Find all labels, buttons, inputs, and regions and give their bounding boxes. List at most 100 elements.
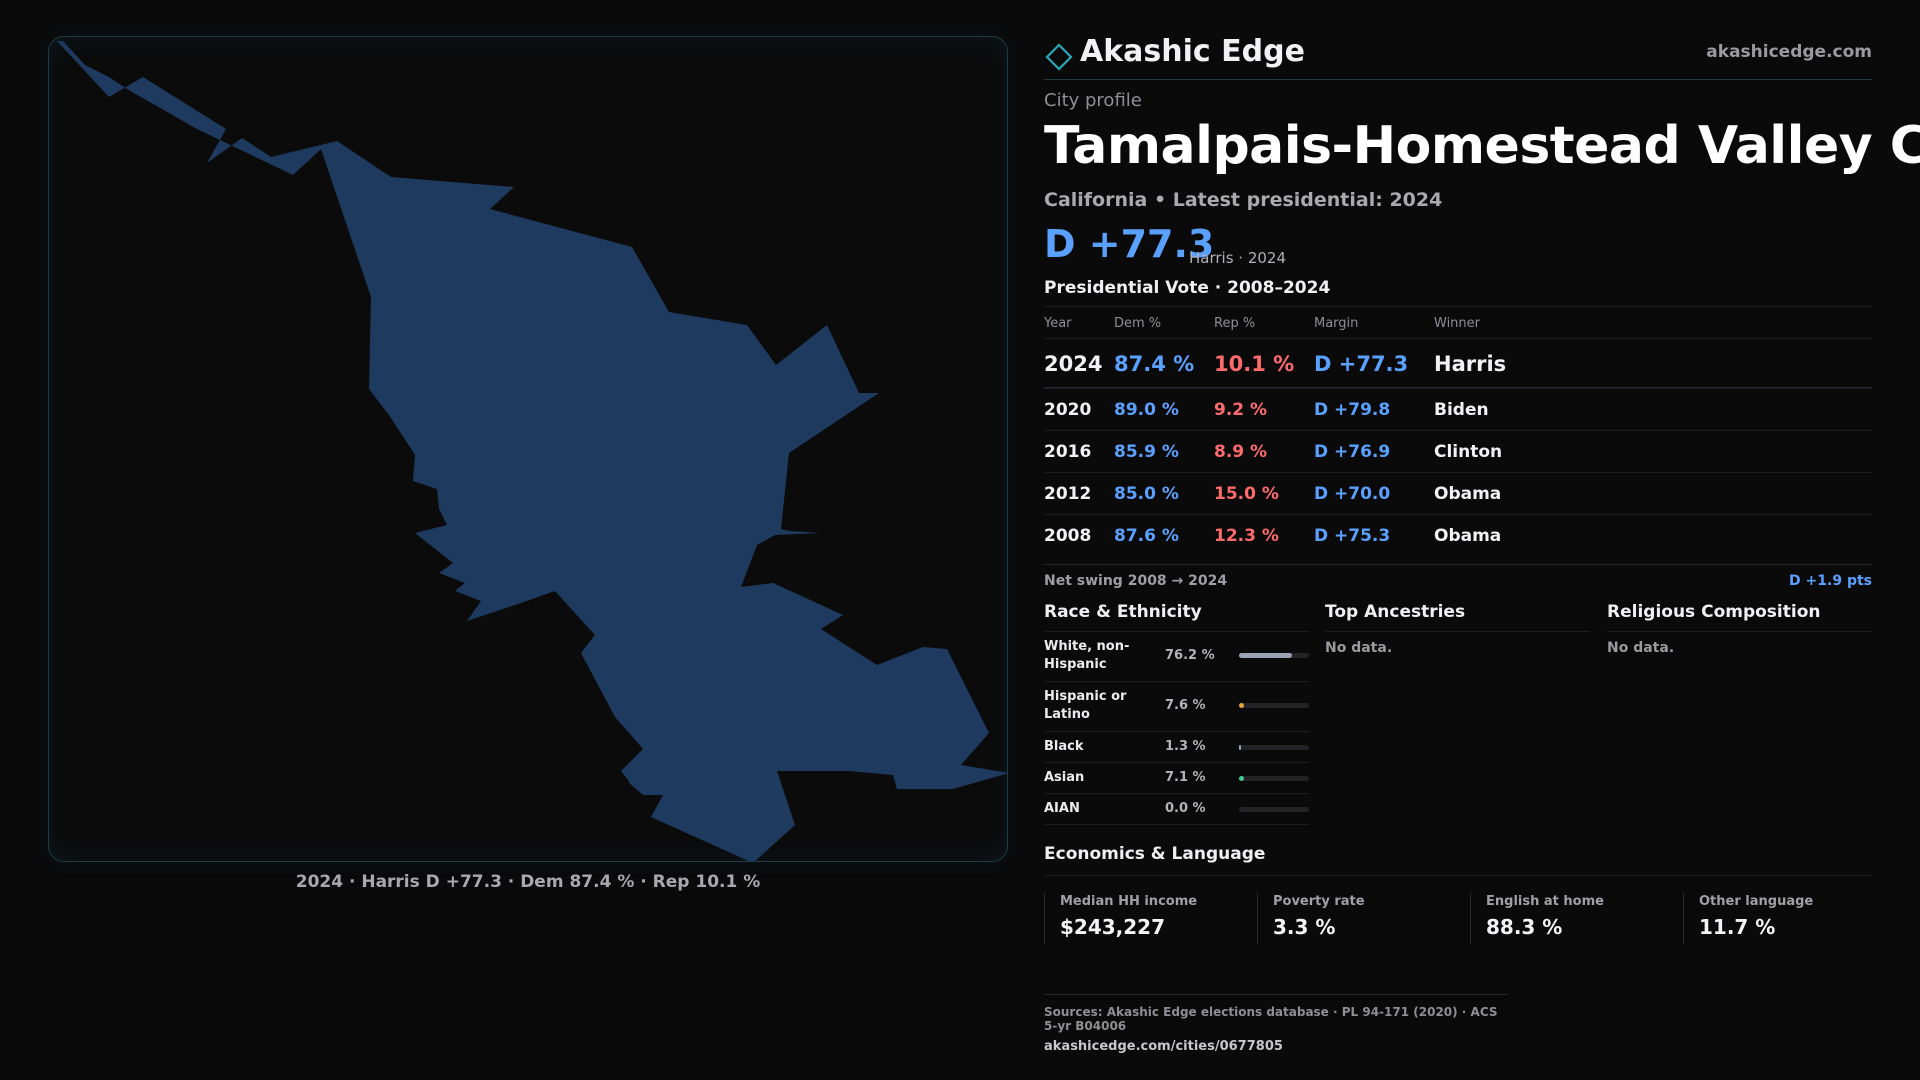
stat-label: English at home	[1486, 894, 1604, 909]
cell-winner: Biden	[1434, 400, 1489, 420]
cell-year: 2012	[1044, 484, 1092, 504]
net-swing-label: Net swing 2008 → 2024	[1044, 573, 1228, 589]
header-year: Year	[1044, 316, 1072, 331]
race-row: Black 1.3 %	[1044, 732, 1309, 763]
vote-table: Year Dem % Rep % Margin Winner 2024 87.4…	[1044, 306, 1872, 556]
ancestries-section-title: Top Ancestries	[1325, 602, 1590, 632]
cell-margin: D +76.9	[1314, 442, 1391, 462]
cell-dem: 89.0 %	[1114, 400, 1179, 420]
stat-card-poverty-rate: Poverty rate 3.3 %	[1257, 892, 1447, 944]
stat-label: Poverty rate	[1273, 894, 1365, 909]
diamond-logo-icon	[1045, 43, 1073, 71]
race-bar-fill	[1239, 703, 1245, 708]
map-caption: 2024 · Harris D +77.3 · Dem 87.4 % · Rep…	[295, 872, 761, 892]
page-subtitle: California • Latest presidential: 2024	[1044, 189, 1443, 211]
table-row: 2020 89.0 % 9.2 % D +79.8 Biden	[1044, 388, 1872, 430]
ancestries-empty-text: No data.	[1325, 640, 1393, 656]
race-row: AIAN 0.0 %	[1044, 794, 1309, 825]
race-bar-fill	[1239, 653, 1293, 658]
page-eyebrow: City profile	[1044, 90, 1142, 111]
table-row: 2016 85.9 % 8.9 % D +76.9 Clinton	[1044, 430, 1872, 472]
table-row: 2012 85.0 % 15.0 % D +70.0 Obama	[1044, 472, 1872, 514]
race-bar-track	[1239, 776, 1309, 781]
stat-value: 11.7 %	[1699, 915, 1776, 939]
stat-card-median-income: Median HH income $243,227	[1044, 892, 1234, 944]
economics-cards: Median HH income $243,227 Poverty rate 3…	[1044, 892, 1872, 944]
race-pct: 7.1 %	[1165, 770, 1206, 785]
sources-footer: Sources: Akashic Edge elections database…	[1044, 994, 1508, 1054]
cell-margin: D +75.3	[1314, 526, 1391, 546]
headline-margin-meta: Harris · 2024	[1189, 249, 1287, 267]
race-bar-fill	[1239, 745, 1241, 750]
cell-dem: 87.4 %	[1114, 352, 1195, 376]
brand-url-link[interactable]: akashicedge.com	[1706, 42, 1872, 62]
vote-table-header: Year Dem % Rep % Margin Winner	[1044, 306, 1872, 338]
cell-winner: Obama	[1434, 484, 1502, 504]
economics-section-title: Economics & Language	[1044, 844, 1872, 876]
map-panel[interactable]	[48, 36, 1008, 862]
brand-name[interactable]: Akashic Edge	[1080, 34, 1305, 69]
race-bar-track	[1239, 745, 1309, 750]
cell-margin: D +77.3	[1314, 352, 1409, 376]
cell-dem: 85.9 %	[1114, 442, 1179, 462]
race-row: Hispanic or Latino 7.6 %	[1044, 682, 1309, 732]
header-dem: Dem %	[1114, 316, 1162, 331]
cell-rep: 10.1 %	[1214, 352, 1295, 376]
race-bar-track	[1239, 703, 1309, 708]
sources-text: Sources: Akashic Edge elections database…	[1044, 1005, 1498, 1033]
race-pct: 0.0 %	[1165, 801, 1206, 816]
race-label: Asian	[1044, 770, 1085, 785]
race-ethnicity-section: Race & Ethnicity White, non-Hispanic 76.…	[1044, 602, 1309, 825]
ancestries-section: Top Ancestries No data.	[1325, 602, 1590, 656]
net-swing-row: Net swing 2008 → 2024 D +1.9 pts	[1044, 564, 1872, 594]
cell-rep: 12.3 %	[1214, 526, 1279, 546]
cell-rep: 8.9 %	[1214, 442, 1268, 462]
religion-section-title: Religious Composition	[1607, 602, 1872, 632]
sources-url-link[interactable]: akashicedge.com/cities/0677805	[1044, 1039, 1283, 1054]
cell-year: 2020	[1044, 400, 1092, 420]
header-margin: Margin	[1314, 316, 1359, 331]
brand-header: Akashic Edge akashicedge.com	[1044, 30, 1872, 80]
race-label: White, non-Hispanic	[1044, 639, 1130, 672]
cell-winner: Clinton	[1434, 442, 1503, 462]
religion-section: Religious Composition No data.	[1607, 602, 1872, 656]
race-label: AIAN	[1044, 801, 1080, 816]
race-label: Hispanic or Latino	[1044, 689, 1127, 722]
stat-label: Other language	[1699, 894, 1814, 909]
race-bar-fill	[1239, 776, 1244, 781]
cell-winner: Obama	[1434, 526, 1502, 546]
race-bar-track	[1239, 653, 1309, 658]
city-boundary-shape[interactable]	[57, 41, 1008, 862]
page-title: Tamalpais-Homestead Valley CDP	[1044, 116, 1920, 176]
cell-year: 2016	[1044, 442, 1092, 462]
city-boundary-map	[57, 41, 1008, 862]
headline-margin: D +77.3	[1044, 222, 1215, 266]
cell-winner: Harris	[1434, 352, 1507, 376]
cell-year: 2008	[1044, 526, 1092, 546]
cell-margin: D +70.0	[1314, 484, 1391, 504]
table-row: 2024 87.4 % 10.1 % D +77.3 Harris	[1044, 338, 1872, 388]
race-label: Black	[1044, 739, 1084, 754]
stat-label: Median HH income	[1060, 894, 1198, 909]
race-pct: 1.3 %	[1165, 739, 1206, 754]
stat-value: 3.3 %	[1273, 915, 1336, 939]
profile-panel: Akashic Edge akashicedge.com City profil…	[1044, 0, 1920, 1080]
cell-dem: 87.6 %	[1114, 526, 1179, 546]
vote-section-title: Presidential Vote · 2008–2024	[1044, 278, 1331, 298]
stat-value: $243,227	[1060, 915, 1166, 939]
stat-value: 88.3 %	[1486, 915, 1563, 939]
cell-margin: D +79.8	[1314, 400, 1391, 420]
cell-year: 2024	[1044, 352, 1103, 376]
race-row: Asian 7.1 %	[1044, 763, 1309, 794]
race-bar-track	[1239, 807, 1309, 812]
table-row: 2008 87.6 % 12.3 % D +75.3 Obama	[1044, 514, 1872, 556]
cell-rep: 15.0 %	[1214, 484, 1279, 504]
race-section-title: Race & Ethnicity	[1044, 602, 1309, 632]
race-row: White, non-Hispanic 76.2 %	[1044, 632, 1309, 682]
race-pct: 7.6 %	[1165, 698, 1206, 713]
cell-dem: 85.0 %	[1114, 484, 1179, 504]
net-swing-value: D +1.9 pts	[1789, 573, 1872, 589]
religion-empty-text: No data.	[1607, 640, 1675, 656]
cell-rep: 9.2 %	[1214, 400, 1268, 420]
header-winner: Winner	[1434, 316, 1481, 331]
